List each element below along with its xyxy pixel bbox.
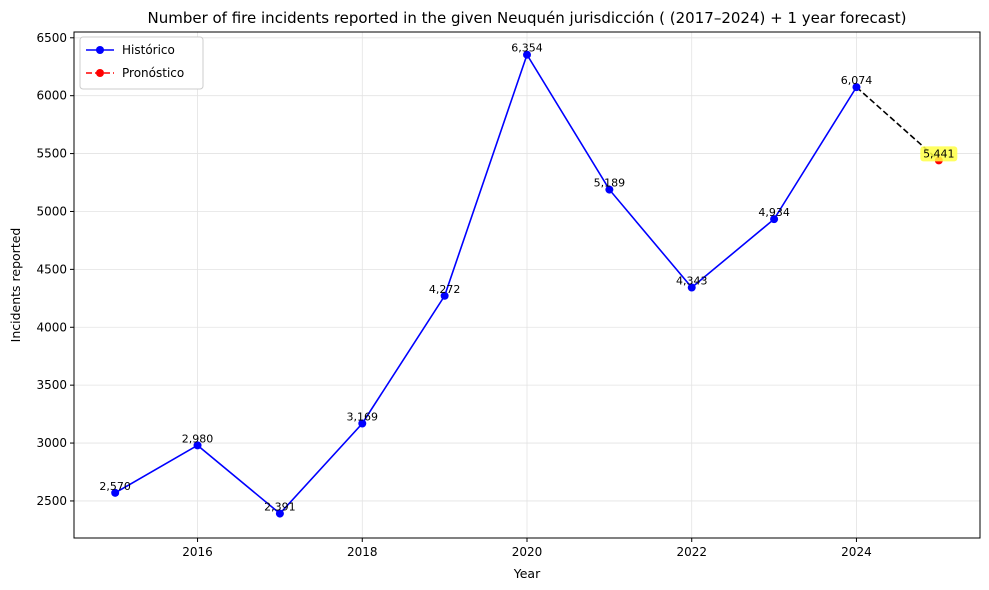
data-point (193, 441, 202, 450)
axis-ticks: 2016 2018 2020 2022 2024 2500 3000 3500 4000 4500… (36, 31, 871, 559)
data-point (852, 83, 861, 92)
data-label: 6,074 (841, 74, 873, 87)
y-axis-label: Incidents reported (8, 228, 23, 343)
data-point (605, 185, 614, 194)
legend-entry-label: Pronóstico (122, 66, 184, 80)
data-point (275, 509, 284, 518)
data-point (111, 488, 120, 497)
series-line-0 (114, 52, 858, 515)
x-tick-label: 2024 (841, 545, 872, 559)
data-point (687, 283, 696, 292)
legend-swatch-marker (96, 69, 104, 77)
data-label: 5,441 (923, 147, 955, 160)
plot-frame (73, 31, 981, 539)
y-tick-label: 5000 (36, 204, 67, 218)
data-point (440, 291, 449, 300)
data-label: 4,934 (758, 206, 790, 219)
data-label: 2,570 (99, 480, 131, 493)
data-label: 2,980 (182, 432, 214, 445)
y-tick-label: 3000 (36, 436, 67, 450)
data-label: 6,354 (511, 42, 543, 55)
data-point (358, 419, 367, 428)
grid-lines (74, 32, 980, 538)
y-tick-label: 2500 (36, 494, 67, 508)
data-label: 4,343 (676, 275, 708, 288)
y-tick-label: 6000 (36, 89, 67, 103)
data-point (770, 215, 779, 224)
data-labels: 2,570 2,980 2,391 3,169 4,272 6,354 5,189 4,343… (99, 42, 958, 514)
data-label: 4,272 (429, 283, 461, 296)
legend-entry-label: Histórico (122, 43, 175, 57)
x-tick-label: 2016 (182, 545, 213, 559)
data-label: 3,169 (347, 410, 379, 423)
data-label: 2,391 (264, 501, 296, 514)
y-tick-label: 3500 (36, 378, 67, 392)
y-tick-label: 6500 (36, 31, 67, 45)
x-axis-label: Year (513, 566, 541, 581)
legend: Histórico Pronóstico (79, 36, 204, 90)
x-tick-label: 2020 (512, 545, 543, 559)
x-tick-label: 2018 (347, 545, 378, 559)
y-tick-label: 5500 (36, 147, 67, 161)
y-tick-label: 4000 (36, 320, 67, 334)
data-label: 5,189 (594, 177, 626, 190)
y-tick-label: 4500 (36, 262, 67, 276)
data-label-highlight (920, 146, 958, 162)
legend-swatch-marker (96, 46, 104, 54)
x-tick-label: 2022 (676, 545, 707, 559)
data-point (523, 50, 531, 59)
chart-title: Number of fire incidents reported in the… (147, 9, 906, 27)
